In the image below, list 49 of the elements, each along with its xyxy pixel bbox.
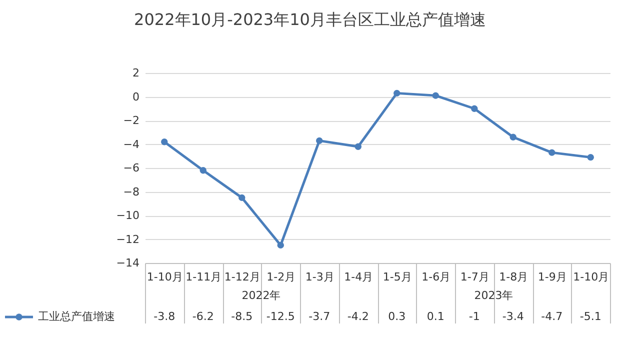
point	[161, 138, 168, 146]
point	[471, 105, 478, 112]
x-tick-label: 1-2月	[266, 270, 296, 284]
x-tick-label: 1-4月	[344, 270, 374, 284]
point	[238, 194, 246, 202]
legend-label: 工业总产值增速	[38, 310, 115, 323]
x-tick-label: 1-7月	[460, 270, 490, 284]
data-label: -3.4	[502, 310, 524, 323]
point	[354, 143, 362, 150]
point	[548, 149, 556, 156]
data-label: 0.1	[426, 310, 444, 323]
data-label: -5.1	[580, 310, 602, 323]
point	[394, 90, 400, 97]
data-label: -4.7	[541, 310, 563, 323]
data-label: -6.2	[192, 310, 214, 323]
point	[510, 134, 516, 140]
text: 2022年	[242, 289, 281, 302]
x-tick-label: 1-12月	[224, 270, 260, 284]
y-tick-label: −2	[123, 114, 140, 127]
x-tick-label: 1-8月	[499, 270, 528, 284]
y-tick-label: 2	[132, 66, 140, 80]
data-label: -4.2	[347, 310, 369, 323]
data-label: -1	[468, 310, 480, 323]
y-tick-label: −10	[116, 209, 140, 222]
x-tick-label: 1-3月	[305, 270, 334, 284]
x-tick-label: 1-5月	[382, 270, 412, 284]
x-tick-label: 1-10月	[573, 270, 610, 284]
point	[316, 137, 323, 144]
point	[432, 92, 439, 99]
text: 2023年	[474, 289, 514, 302]
x-tick-label: 1-10月	[146, 270, 183, 284]
data-label: -3.8	[154, 310, 176, 323]
y-tick-label: −14	[116, 256, 140, 270]
y-tick-label: −6	[123, 162, 140, 174]
data-label: 0.3	[388, 310, 406, 323]
y-tick-label: 0	[132, 90, 140, 104]
y-tick-label: −4	[123, 138, 140, 151]
y-tick-label: −8	[123, 185, 140, 198]
x-tick-label: 1-11月	[186, 270, 222, 284]
data-label: -8.5	[231, 310, 253, 323]
data-label: -12.5	[266, 310, 295, 323]
y-tick-label: −12	[116, 232, 140, 246]
point	[277, 242, 284, 249]
point	[200, 167, 206, 174]
point	[587, 154, 594, 161]
chart-title: 2022年10月-2023年10月丰台区工业总产值增速	[134, 10, 486, 29]
x-tick-label: 1-6月	[422, 270, 451, 284]
x-tick-label: 1-9月	[538, 270, 567, 284]
data-label: -3.7	[308, 310, 330, 323]
